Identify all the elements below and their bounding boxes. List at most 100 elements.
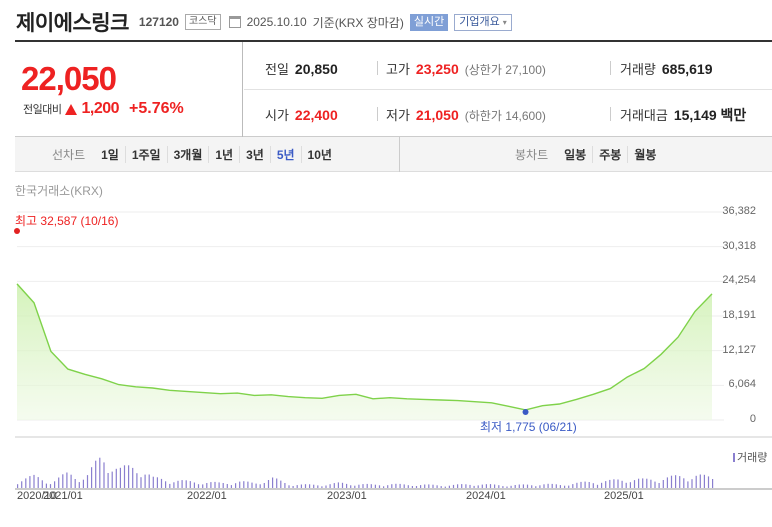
volume-bar bbox=[267, 480, 270, 488]
period-1일[interactable]: 1일 bbox=[101, 148, 119, 162]
stock-code: 127120 bbox=[138, 15, 179, 29]
volume-bar bbox=[564, 485, 566, 488]
volume-bar bbox=[226, 484, 228, 488]
volume-bar bbox=[481, 484, 483, 488]
realtime-button[interactable]: 실시간 bbox=[409, 13, 449, 31]
volume-bar bbox=[498, 485, 500, 488]
candle-period-일봉[interactable]: 일봉 bbox=[564, 148, 587, 162]
volume-bar bbox=[99, 457, 101, 488]
volume-bar bbox=[140, 477, 142, 488]
volume-bar bbox=[358, 484, 360, 488]
volume-bar bbox=[522, 484, 524, 488]
volume-bar bbox=[132, 467, 134, 488]
period-1주일[interactable]: 1주일 bbox=[124, 146, 167, 163]
period-3년[interactable]: 3년 bbox=[239, 146, 270, 163]
volume-bar bbox=[354, 485, 356, 488]
volume-bar bbox=[235, 483, 237, 488]
x-tick-label: 2022/01 bbox=[187, 490, 227, 502]
volume-bar bbox=[646, 478, 648, 488]
volume-bar bbox=[255, 483, 257, 488]
volume-stat: 거래량 685,619 bbox=[620, 59, 713, 78]
x-tick-label: 2024/01 bbox=[466, 490, 506, 502]
candle-chart-label: 봉차트 bbox=[515, 148, 549, 162]
volume-bar bbox=[177, 480, 179, 488]
quote-basis: 기준(KRX 장마감) bbox=[312, 15, 404, 30]
volume-label: 거래량 bbox=[620, 62, 656, 77]
divider bbox=[377, 61, 378, 75]
volume-bar bbox=[29, 476, 31, 488]
volume-bar bbox=[62, 474, 64, 488]
volume-bar bbox=[66, 472, 68, 488]
low-stat: 저가 21,050 (하한가 14,600) bbox=[386, 105, 546, 124]
volume-bar bbox=[670, 475, 673, 488]
volume-bar bbox=[276, 478, 278, 488]
period-10년[interactable]: 10년 bbox=[300, 146, 338, 163]
low-point-marker bbox=[522, 409, 529, 415]
volume-bar bbox=[95, 460, 97, 488]
volume-bar bbox=[633, 480, 636, 488]
volume-bar bbox=[214, 481, 216, 488]
volume-bar bbox=[181, 480, 183, 488]
volume-bar bbox=[230, 485, 232, 488]
volume-bar bbox=[74, 479, 76, 488]
volume-bar bbox=[103, 462, 105, 488]
volume-bar bbox=[288, 485, 290, 488]
volume-bar bbox=[654, 481, 656, 488]
volume-bar bbox=[506, 486, 508, 488]
volume-bar bbox=[415, 486, 418, 488]
volume-bar bbox=[391, 484, 393, 488]
volume-bar bbox=[428, 484, 430, 488]
volume-bar bbox=[317, 485, 319, 488]
volume-bar bbox=[243, 481, 245, 488]
volume-bar bbox=[465, 484, 467, 488]
stock-title-bar: 제이에스링크 127120 코스닥 2025.10.10 기준(KRX 장마감)… bbox=[16, 6, 512, 38]
prev-close-value: 20,850 bbox=[294, 61, 338, 77]
volume-bar bbox=[309, 484, 311, 488]
volume-bar bbox=[383, 486, 385, 488]
period-5년[interactable]: 5년 bbox=[269, 146, 301, 163]
volume-bar bbox=[638, 478, 640, 488]
volume-bar bbox=[304, 484, 307, 488]
line-chart-periods: 선차트 1일 1주일 3개월 1년 3년 5년 10년 bbox=[52, 137, 338, 172]
change-label: 전일대비 bbox=[23, 104, 62, 116]
volume-bar bbox=[17, 484, 19, 488]
volume-bar bbox=[699, 474, 701, 488]
volume-bar bbox=[247, 481, 249, 488]
x-tick-label: 2021/01 bbox=[43, 490, 83, 502]
change-percent: +5.76% bbox=[129, 100, 184, 117]
volume-bar bbox=[333, 483, 335, 488]
volume-bar bbox=[321, 486, 323, 488]
volume-bar bbox=[284, 483, 286, 488]
volume-bar bbox=[448, 485, 450, 488]
period-3개월[interactable]: 3개월 bbox=[166, 146, 209, 163]
volume-bar bbox=[687, 481, 689, 488]
volume-bar bbox=[588, 482, 590, 488]
volume-bar bbox=[518, 484, 520, 488]
x-tick-label: 2025/01 bbox=[604, 490, 644, 502]
volume-bar bbox=[432, 484, 434, 488]
volume-bar bbox=[592, 483, 594, 488]
high-stat: 고가 23,250 (상한가 27,100) bbox=[386, 59, 546, 78]
volume-bar bbox=[37, 477, 39, 488]
volume-bar bbox=[510, 485, 512, 488]
amount-stat: 거래대금 15,149 백만 bbox=[620, 105, 746, 125]
volume-bar bbox=[617, 479, 619, 488]
candle-period-월봉[interactable]: 월봉 bbox=[627, 146, 662, 163]
volume-bar bbox=[485, 484, 487, 488]
volume-bar bbox=[91, 467, 93, 488]
company-info-button[interactable]: 기업개요 ▾ bbox=[454, 13, 512, 31]
candle-period-주봉[interactable]: 주봉 bbox=[592, 146, 627, 163]
volume-bar bbox=[399, 483, 401, 488]
volume-bar bbox=[535, 486, 537, 488]
volume-bar bbox=[572, 484, 574, 488]
volume-bar bbox=[461, 484, 463, 488]
prev-close-stat: 전일 20,850 bbox=[265, 59, 338, 78]
calendar-icon bbox=[228, 16, 241, 28]
volume-bar bbox=[683, 478, 685, 488]
volume-bar bbox=[45, 483, 47, 488]
volume-bar bbox=[555, 484, 557, 488]
volume-bar bbox=[350, 485, 352, 488]
period-1년[interactable]: 1년 bbox=[208, 146, 239, 163]
volume-bar bbox=[25, 478, 27, 488]
